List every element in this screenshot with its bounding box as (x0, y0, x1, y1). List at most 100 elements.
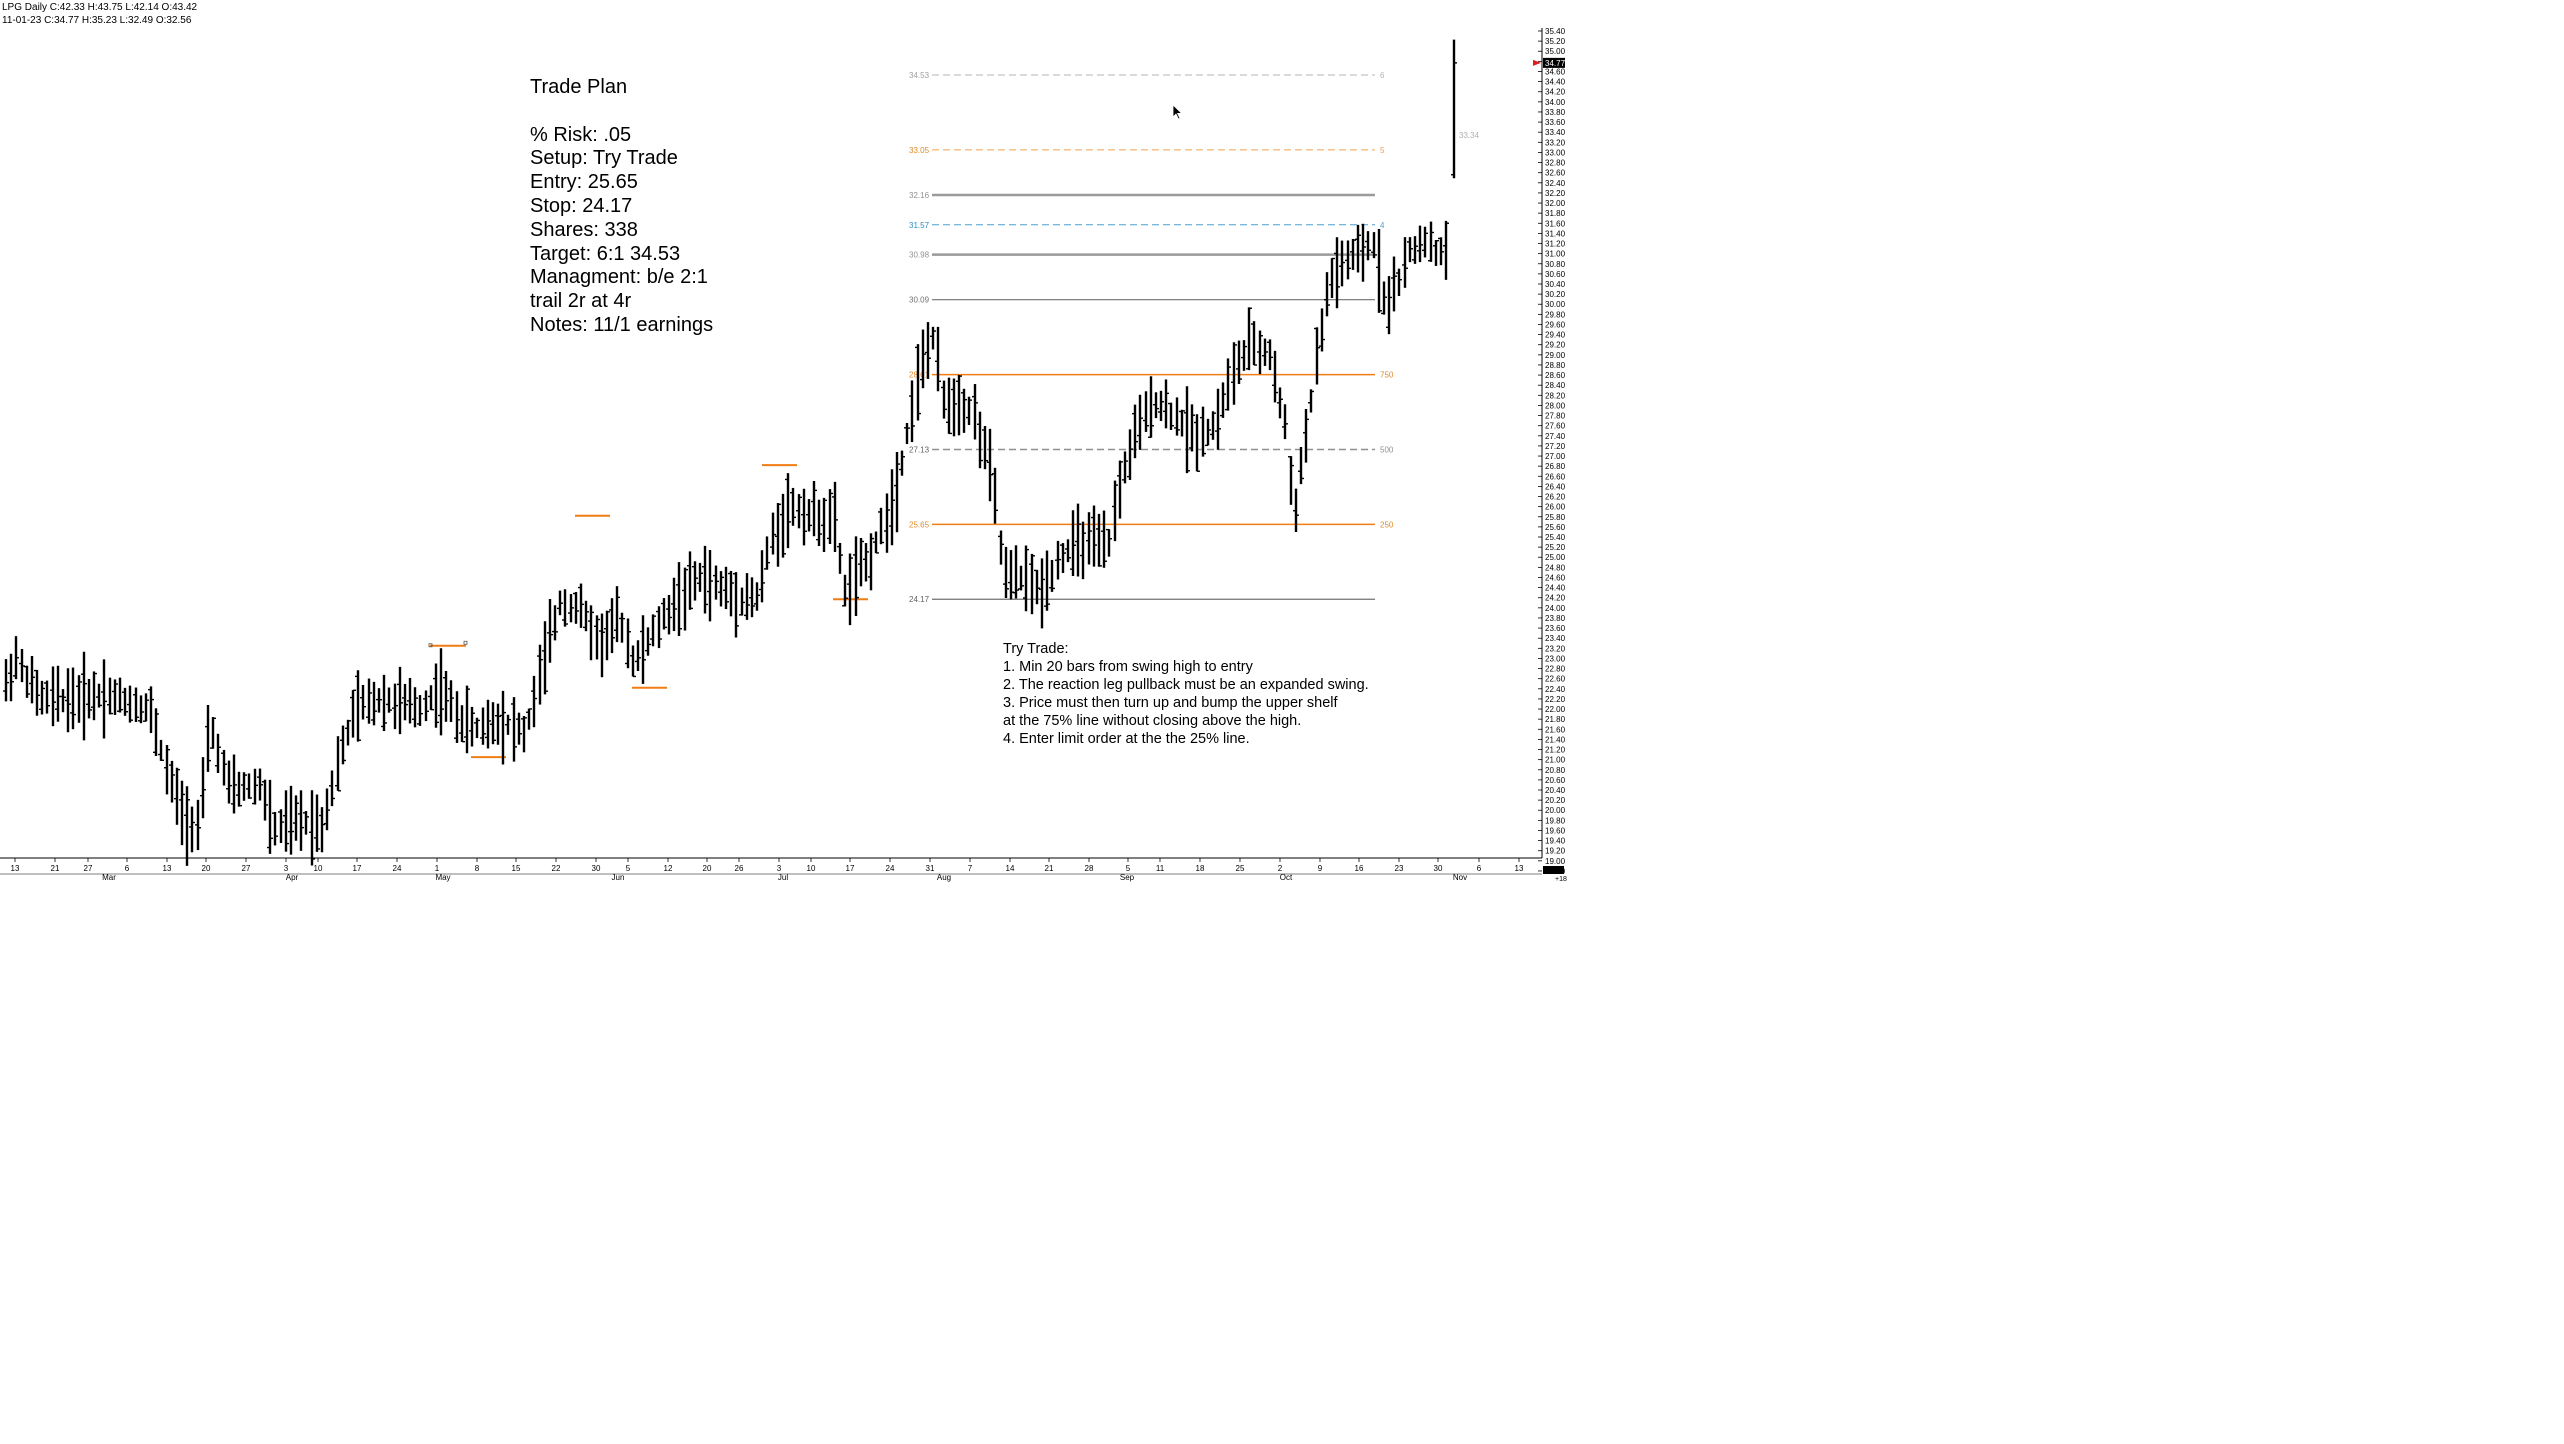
price-tick-label: 34.00 (1545, 98, 1566, 107)
price-tick-label: 32.60 (1545, 169, 1566, 178)
date-tick-label: 6 (1477, 864, 1482, 873)
price-bar (13, 636, 19, 680)
price-bar (469, 706, 475, 747)
price-tick-label: 31.00 (1545, 250, 1566, 259)
price-bar (474, 717, 480, 739)
price-bar (537, 644, 543, 705)
price-tick-label: 28.60 (1545, 371, 1566, 380)
current-bar-annotation: 33.34 (1459, 131, 1480, 140)
date-tick-label: 17 (353, 864, 362, 873)
price-bar (236, 771, 242, 807)
level-price-label: 33.05 (909, 146, 930, 155)
price-bar (1288, 456, 1294, 505)
price-bar (1277, 387, 1283, 419)
price-tick-label: 19.20 (1545, 847, 1566, 856)
price-bar (1112, 480, 1118, 542)
price-bar (796, 494, 802, 529)
price-bar (324, 788, 330, 831)
price-bar (1215, 388, 1221, 450)
date-tick-label: 13 (1515, 864, 1524, 873)
price-bar (1412, 236, 1418, 264)
price-bar (8, 653, 14, 702)
price-bar (697, 562, 703, 592)
price-bar (60, 689, 66, 713)
price-bar (594, 615, 600, 660)
price-bar (687, 551, 693, 610)
month-label: Nov (1453, 873, 1467, 882)
price-bar (516, 712, 522, 745)
price-bar (599, 613, 605, 678)
price-bar (682, 567, 688, 631)
price-tick-label: 26.00 (1545, 503, 1566, 512)
price-bar (1376, 229, 1382, 313)
date-tick-label: 10 (807, 864, 816, 873)
price-bar (402, 683, 408, 721)
date-tick-label: 3 (777, 864, 782, 873)
price-bar (55, 665, 61, 722)
price-bar (547, 599, 553, 663)
month-label: Jun (612, 873, 625, 882)
price-bar (961, 388, 967, 433)
month-label: Oct (1280, 873, 1293, 882)
level-ratio-label: 4 (1380, 221, 1385, 230)
price-tick-label: 32.20 (1545, 189, 1566, 198)
price-bar (562, 589, 568, 627)
date-tick-label: 2 (1278, 864, 1283, 873)
price-bar (164, 745, 170, 795)
chart-header-line-1: LPG Daily C:42.33 H:43.75 L:42.14 O:43.4… (2, 2, 198, 13)
level-ratio-label: 5 (1380, 146, 1385, 155)
price-bar (609, 598, 615, 654)
price-bar (1422, 226, 1428, 258)
price-bar (790, 487, 796, 526)
price-tick-label: 19.00 (1545, 857, 1566, 866)
level-price-label: 30.98 (909, 251, 930, 260)
price-tick-label: 31.20 (1545, 240, 1566, 249)
price-bar (1153, 392, 1159, 419)
level-price-label: 34.53 (909, 71, 930, 80)
price-bar (915, 344, 921, 421)
price-bar (1319, 308, 1325, 352)
price-bar (1396, 268, 1402, 296)
price-bar (500, 690, 506, 765)
date-tick-label: 27 (242, 864, 251, 873)
price-bar (44, 680, 50, 714)
price-bar (86, 678, 92, 719)
price-tick-label: 28.40 (1545, 381, 1566, 390)
price-bar (552, 605, 558, 641)
price-bar (1168, 402, 1174, 430)
price-bar (1132, 404, 1138, 459)
price-bar (1303, 408, 1309, 463)
price-chart[interactable]: 34.53633.05532.1631.57430.9830.0928.6175… (0, 0, 2564, 883)
price-tick-label: 34.20 (1545, 88, 1566, 97)
price-bar (619, 612, 625, 643)
price-bar (920, 329, 926, 389)
price-bar (946, 377, 952, 435)
price-bar (588, 605, 594, 661)
axis-corner-box (1543, 866, 1564, 874)
month-label: Sep (1120, 873, 1135, 882)
price-tick-label: 19.60 (1545, 826, 1566, 835)
last-price-label: 34.77 (1545, 59, 1566, 68)
price-bar (39, 680, 45, 715)
price-bar (1029, 553, 1035, 615)
axis-footer-label: +18 (1555, 876, 1567, 883)
price-bar (174, 767, 180, 825)
date-axis: 13 21 27 6 13 20 27 3 10 17 24 1 8 15 22 30 5 12 20 26 3 10 17… (0, 857, 1542, 882)
price-tick-label: 20.20 (1545, 796, 1566, 805)
price-bar (671, 577, 677, 632)
price-bar (371, 681, 377, 726)
price-bar (992, 467, 998, 524)
date-tick-label: 21 (1045, 864, 1054, 873)
price-tick-label: 34.60 (1545, 67, 1566, 76)
price-bar (169, 760, 175, 803)
price-bar (739, 587, 745, 616)
price-bar (189, 806, 195, 853)
price-tick-label: 24.40 (1545, 584, 1566, 593)
price-bar (443, 670, 449, 722)
price-bar (1086, 512, 1092, 565)
date-tick-label: 16 (1355, 864, 1364, 873)
price-bar (1158, 390, 1164, 421)
price-bar (81, 651, 87, 741)
price-bar (568, 594, 574, 623)
price-bar (723, 566, 729, 610)
